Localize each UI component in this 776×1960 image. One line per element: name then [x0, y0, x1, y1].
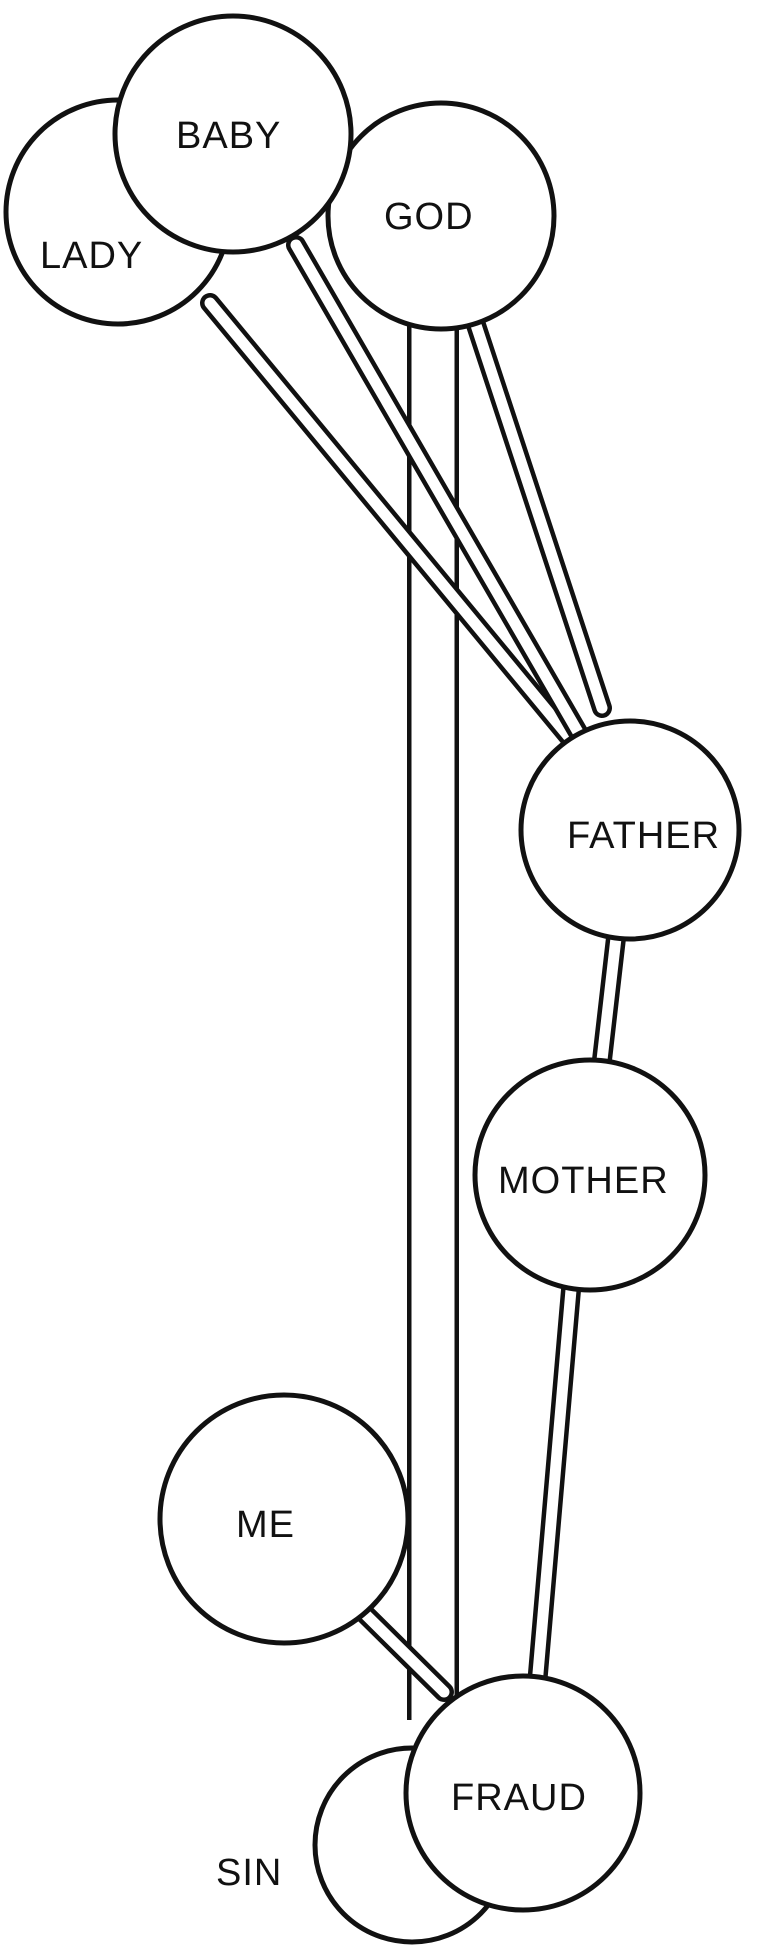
label-father: FATHER — [567, 815, 720, 857]
label-mother: MOTHER — [498, 1160, 669, 1202]
label-lady: LADY — [40, 235, 143, 277]
link-father-mother — [602, 938, 616, 1060]
label-fraud: FRAUD — [451, 1777, 587, 1819]
label-me: ME — [236, 1504, 295, 1546]
label-baby: BABY — [176, 115, 281, 157]
link-lady-father — [210, 303, 578, 748]
link-mother-fraud — [537, 1290, 571, 1685]
label-sin: SIN — [216, 1852, 282, 1894]
label-god: GOD — [384, 196, 474, 238]
